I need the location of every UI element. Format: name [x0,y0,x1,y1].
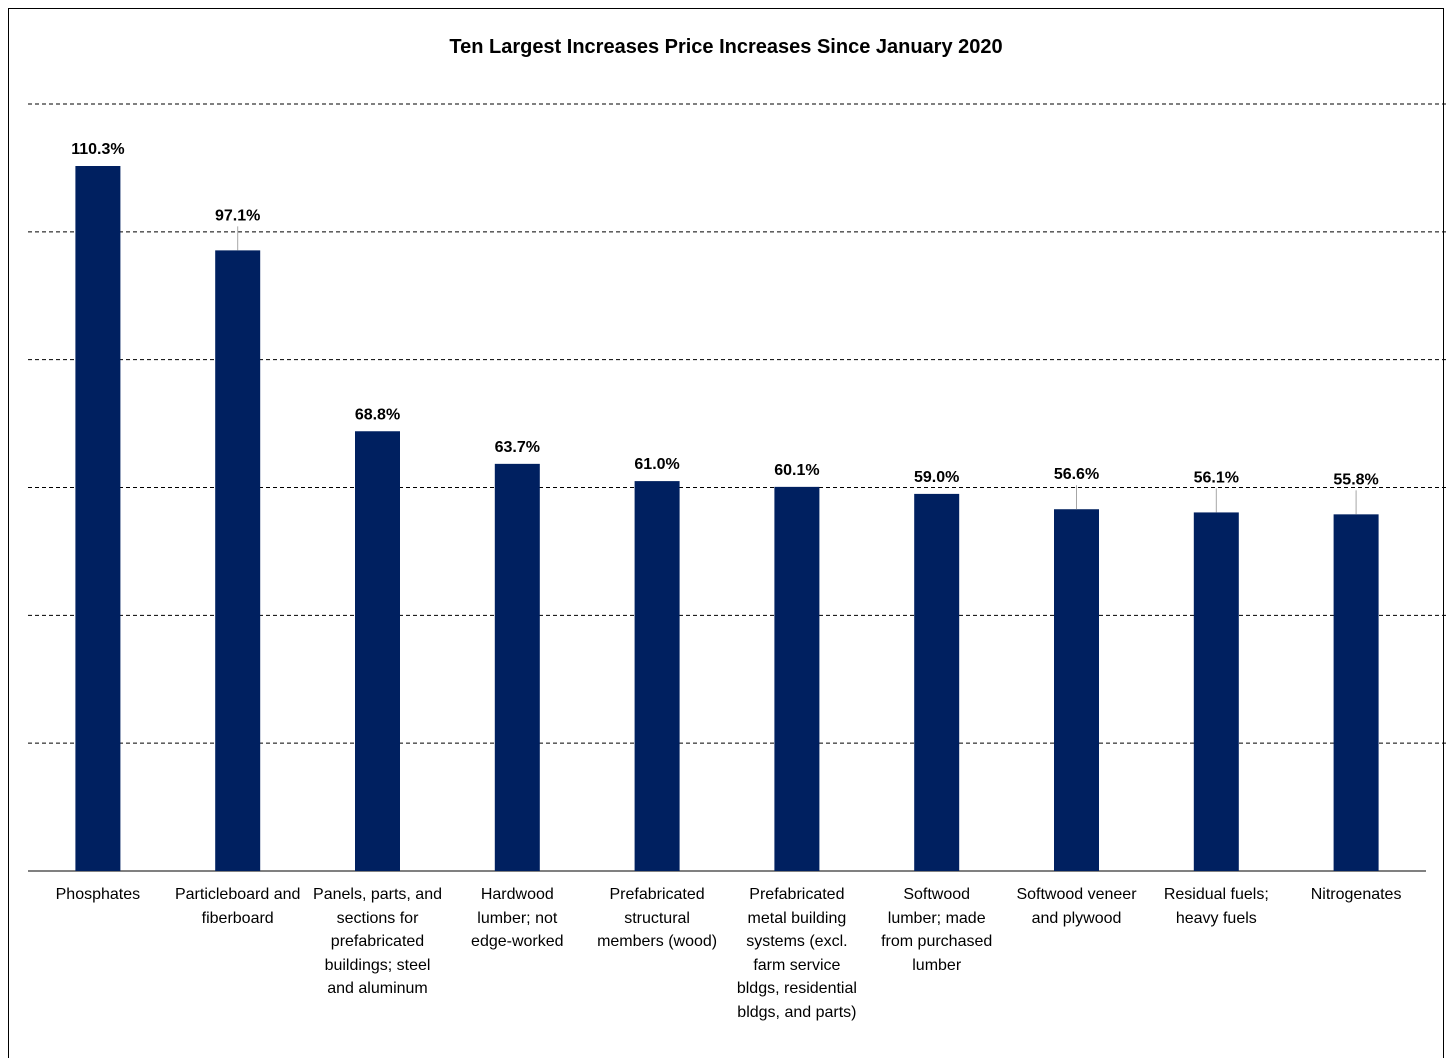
bar [75,165,121,872]
bar [1333,514,1379,871]
category-label: Phosphates [55,886,141,903]
category-label: Softwood veneer and plywood [1016,886,1137,927]
data-label: 56.6% [1054,466,1099,483]
bar [774,486,820,871]
chart-title: Ten Largest Increases Price Increases Si… [449,36,1003,58]
bar [355,431,400,871]
chart-frame [8,8,1444,1058]
data-label: 59.0% [914,469,959,486]
category-label: Panels, parts, and sections for prefabri… [313,886,442,997]
category-label: Residual fuels; heavy fuels [1163,886,1269,927]
data-label: 63.7% [495,439,540,456]
data-label: 56.1% [1194,469,1239,486]
data-label: 55.8% [1333,471,1378,488]
data-label: 110.3% [71,141,124,158]
category-label: Nitrogenates [1310,886,1402,903]
data-label: 97.1% [215,207,260,224]
bar [634,481,680,871]
data-label: 61.0% [634,456,679,473]
bar [494,463,540,871]
category-label: Prefabricated structural members (wood) [597,886,718,950]
data-label: 60.1% [774,462,819,479]
bar [215,250,261,872]
bar [914,493,960,871]
category-label: Softwood lumber; made from purchased lum… [881,886,993,974]
data-label: 68.8% [355,406,400,423]
category-label: Particleboard and fiberboard [174,886,301,927]
category-label: Prefabricated metal building systems (ex… [736,886,857,1021]
bar [1193,512,1239,871]
category-label: Hardwood lumber; not edge-worked [471,886,564,950]
bar [1054,509,1099,871]
